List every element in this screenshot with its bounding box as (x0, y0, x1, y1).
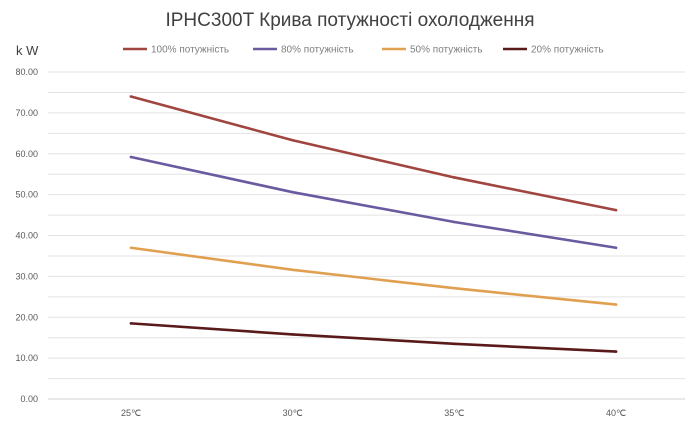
data-point (614, 208, 618, 212)
y-tick-label: 30.00 (15, 271, 38, 281)
data-point (614, 350, 618, 353)
y-axis-ticks: 0.00 10.00 20.00 30.00 40.00 50.00 60.00 70.00 8… (15, 67, 38, 404)
series-line-2 (129, 155, 618, 250)
chart-title: IPHC300T Крива потужності охолодження (165, 10, 534, 31)
series-line-4 (129, 322, 618, 353)
data-point (453, 342, 456, 346)
data-point (614, 303, 618, 306)
y-tick-label: 20.00 (15, 312, 38, 322)
data-point (291, 138, 294, 142)
legend-label: 100% потужність (151, 45, 229, 56)
data-point (453, 220, 456, 224)
y-tick-label: 50.00 (15, 190, 38, 200)
data-point (129, 322, 133, 325)
legend: 100% потужність 80% потужність 50% потужні… (123, 45, 604, 56)
x-tick-label: 25℃ (121, 408, 141, 418)
x-axis-ticks: 25℃ 30℃ 35℃ 40℃ (121, 408, 626, 418)
legend-label: 50% потужність (410, 45, 483, 56)
data-point (129, 95, 133, 98)
data-point (129, 246, 133, 250)
y-tick-label: 60.00 (15, 149, 38, 159)
data-point (453, 176, 456, 179)
data-point (291, 268, 294, 272)
series-line-1 (129, 95, 618, 212)
y-axis-unit: k W (16, 43, 39, 58)
y-tick-label: 10.00 (15, 353, 38, 363)
y-tick-label: 80.00 (15, 67, 38, 77)
data-point (291, 333, 294, 336)
y-tick-label: 70.00 (15, 108, 38, 118)
gridlines (48, 71, 685, 400)
data-point (614, 246, 618, 250)
series-lines (129, 95, 618, 353)
x-tick-label: 30℃ (283, 408, 303, 418)
legend-label: 20% потужність (531, 45, 604, 56)
x-tick-label: 40℃ (606, 408, 626, 418)
x-tick-label: 35℃ (444, 408, 464, 418)
data-point (291, 190, 294, 194)
y-tick-label: 0.00 (20, 394, 38, 404)
series-line-3 (129, 246, 618, 306)
data-point (453, 286, 456, 290)
y-tick-label: 40.00 (15, 231, 38, 241)
data-point (129, 155, 133, 159)
legend-label: 80% потужність (281, 45, 354, 56)
